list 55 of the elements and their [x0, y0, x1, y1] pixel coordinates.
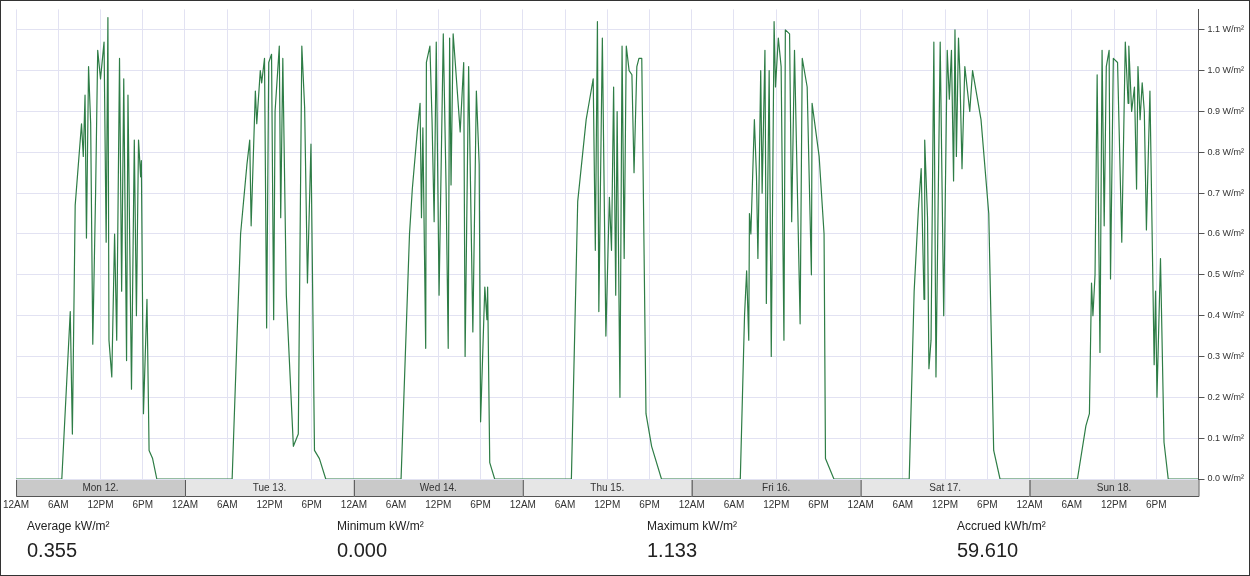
x-tick-label: 12PM	[594, 498, 621, 510]
x-tick-label: 6AM	[892, 498, 914, 510]
x2-tick-label: Tue 13.	[252, 481, 287, 493]
x-tick-label: 12AM	[340, 498, 367, 510]
y-tick-label: 0.3 W/m²	[1207, 350, 1245, 361]
x-tick-label: 6AM	[385, 498, 407, 510]
x-tick-label: 6AM	[48, 498, 69, 510]
text: Minimum kW/m²	[337, 519, 425, 535]
y-tick-label: 1.1 W/m²	[1207, 24, 1245, 35]
text: 1.133	[647, 539, 699, 562]
x2-tick-label: Mon 12.	[82, 481, 119, 493]
x-tick-label: 12PM	[87, 498, 114, 510]
x-tick-label: 12PM	[932, 498, 959, 510]
y-tick-label: 0.1 W/m²	[1207, 432, 1245, 443]
text: Maximum kW/m²	[647, 519, 738, 535]
x-tick-label: 12PM	[763, 498, 790, 510]
x2-tick-label: Thu 15.	[590, 481, 625, 493]
x-tick-label: 12AM	[3, 498, 30, 510]
y-tick-label: 0.5 W/m²	[1207, 269, 1245, 280]
x-tick-label: 6AM	[216, 498, 238, 510]
x-tick-label: 6AM	[1061, 498, 1083, 510]
x2-tick-label: Wed 14.	[419, 481, 457, 493]
text: 0.000	[337, 539, 389, 562]
y-tick-label: 0.9 W/m²	[1207, 105, 1245, 116]
x2-tick-label: Fri 16.	[762, 481, 791, 493]
x-tick-label: 6PM	[301, 498, 322, 510]
x-tick-label: 6AM	[723, 498, 745, 510]
x-tick-label: 6PM	[470, 498, 491, 510]
y-tick-label: 1.0 W/m²	[1207, 65, 1245, 76]
y-tick-label: 0.0 W/m²	[1207, 473, 1245, 484]
y-tick-label: 0.4 W/m²	[1207, 310, 1245, 321]
y-tick-label: 0.6 W/m²	[1207, 228, 1245, 239]
text: 0.355	[27, 539, 79, 562]
y-tick-label: 0.2 W/m²	[1207, 391, 1245, 402]
x-tick-label: 12AM	[847, 498, 874, 510]
text: Average kW/m²	[27, 519, 111, 535]
x-tick-label: 6PM	[808, 498, 829, 510]
x-tick-label: 6PM	[132, 498, 154, 510]
x2-tick-label: Sun 18.	[1096, 481, 1132, 493]
x-tick-label: 12PM	[425, 498, 452, 510]
x-tick-label: 12AM	[171, 498, 199, 510]
x-tick-label: 6PM	[1145, 498, 1167, 510]
x-tick-label: 12PM	[256, 498, 283, 510]
y-tick-label: 0.8 W/m²	[1207, 146, 1245, 157]
x-tick-label: 12AM	[1016, 498, 1043, 510]
x-tick-label: 6AM	[554, 498, 576, 510]
x-tick-label: 12AM	[678, 498, 705, 510]
text: Accrued kWh/m²	[957, 519, 1047, 535]
x-tick-label: 12AM	[509, 498, 536, 510]
text: 59.610	[957, 539, 1020, 562]
x2-tick-label: Sat 17.	[929, 481, 961, 493]
x-tick-label: 6PM	[977, 498, 998, 510]
x-tick-label: 12PM	[1100, 498, 1128, 510]
y-tick-label: 0.7 W/m²	[1207, 187, 1245, 198]
x-tick-label: 6PM	[639, 498, 660, 510]
